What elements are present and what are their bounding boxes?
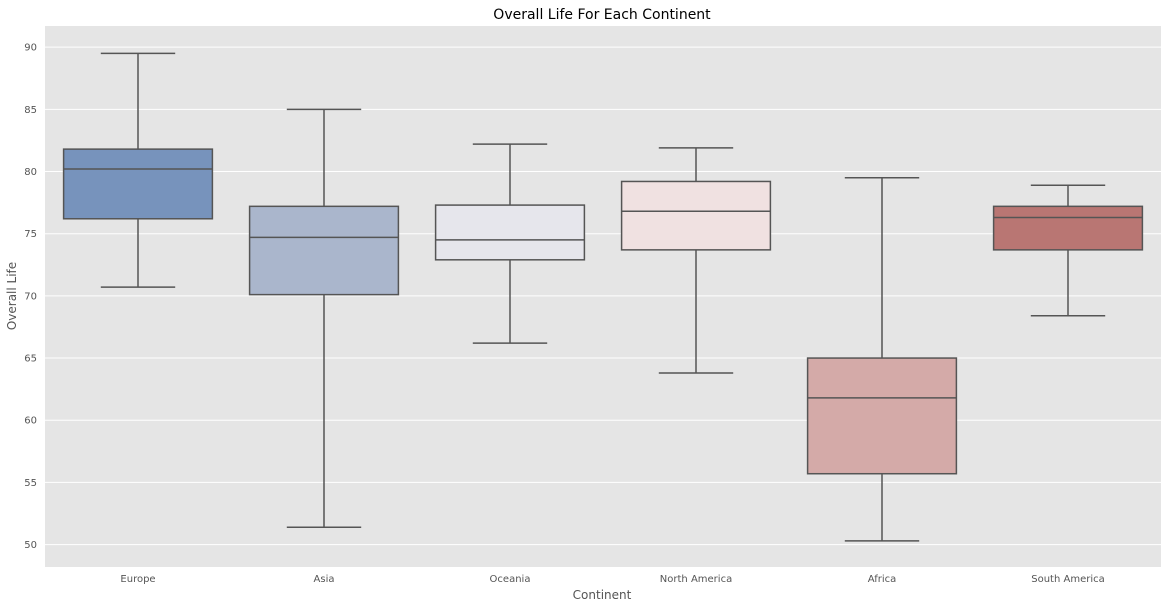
box-africa [806,176,958,542]
y-tick-label: 50 [24,540,37,551]
plot-area [45,26,1161,567]
x-tick-label: Asia [314,574,335,585]
x-axis-label: Continent [573,588,632,602]
y-tick-label: 60 [24,416,37,427]
y-axis-label: Overall Life [5,262,19,330]
y-tick-label: 85 [24,105,37,116]
x-tick-labels: Europe Asia Oceania North America Africa Sout… [120,574,1104,585]
iqr-box [248,205,400,296]
iqr-box [434,204,586,261]
y-tick-label: 55 [24,478,37,489]
x-tick-label: Africa [868,574,897,585]
y-tick-label: 90 [24,43,37,54]
box-oceania [434,143,586,344]
y-tick-label: 70 [24,291,37,302]
y-tick-labels: 50 55 60 65 70 75 80 85 90 [24,43,37,551]
iqr-box [806,357,958,475]
iqr-box [62,148,214,220]
x-tick-label: Europe [120,574,155,585]
chart-title: Overall Life For Each Continent [493,7,711,23]
x-tick-label: South America [1031,574,1105,585]
boxes [62,52,1144,542]
y-gridlines [45,46,1161,546]
iqr-box [620,180,772,251]
box-north-america [620,147,772,374]
box-south-america [992,184,1144,317]
iqr-box [992,205,1144,251]
y-tick-label: 75 [24,229,37,240]
y-tick-label: 65 [24,354,37,365]
box-europe [62,52,214,288]
box-asia [248,108,400,528]
y-tick-label: 80 [24,167,37,178]
x-tick-label: North America [660,574,732,585]
x-tick-label: Oceania [490,574,531,585]
